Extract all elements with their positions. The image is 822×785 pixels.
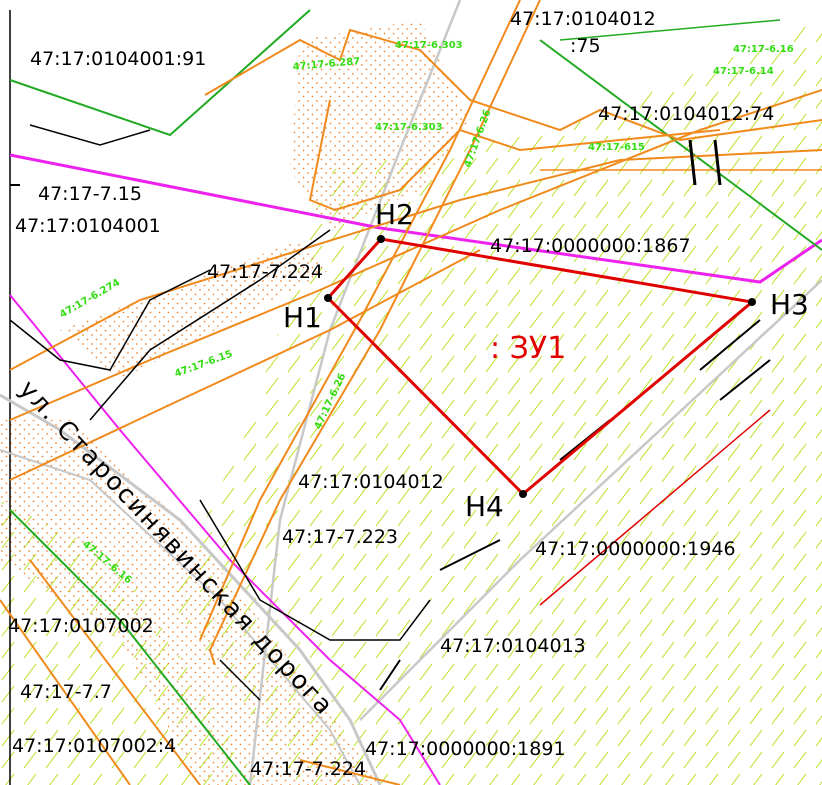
zone-label: 47:17-6.303	[395, 40, 463, 51]
plot-label: : ЗУ1	[490, 331, 566, 366]
boundary-point	[748, 298, 756, 306]
parcel-label: 47:17:0107002:4	[12, 735, 176, 757]
parcel-label: 47:17-7.223	[282, 526, 398, 548]
cadastral-map: 47:17:0104001:91 47:17:0104012 :75 47:17:01…	[0, 0, 822, 785]
boundary-point	[377, 235, 385, 243]
parcel-label: 47:17:0107002	[8, 615, 154, 637]
point-label: Н4	[465, 490, 504, 523]
parcel-label: 47:17:0104001	[15, 215, 161, 237]
parcel-label: 47:17:0104012	[510, 8, 656, 30]
point-label: Н3	[770, 288, 809, 321]
parcel-label: 47:17:0104012	[298, 471, 444, 493]
zone-label: 47:17-6.303	[375, 122, 443, 133]
zone-label: 47:17-6.14	[713, 66, 774, 77]
parcel-label: 47:17-7.7	[20, 681, 112, 703]
zone-label: 47:17-615	[588, 142, 645, 153]
parcel-label: 47:17:0000000:1867	[490, 235, 691, 257]
point-label: Н2	[375, 198, 414, 231]
boundary-point	[324, 294, 332, 302]
parcel-label: 47:17-7.15	[38, 183, 142, 205]
parcel-label: 47:17:0104012:74	[598, 103, 774, 125]
point-label: Н1	[283, 301, 322, 334]
boundary-point	[519, 490, 527, 498]
parcel-label: 47:17:0000000:1946	[535, 538, 736, 560]
parcel-label: 47:17:0104013	[440, 635, 586, 657]
parcel-label: :75	[570, 35, 601, 57]
parcel-label: 47:17-7.224	[207, 261, 323, 283]
parcel-label: 47:17:0104001:91	[30, 48, 206, 70]
parcel-label: 47:17:0000000:1891	[365, 738, 566, 760]
zone-label: 47:17-6.16	[733, 44, 794, 55]
parcel-label: 47:17-7.224	[250, 758, 366, 780]
